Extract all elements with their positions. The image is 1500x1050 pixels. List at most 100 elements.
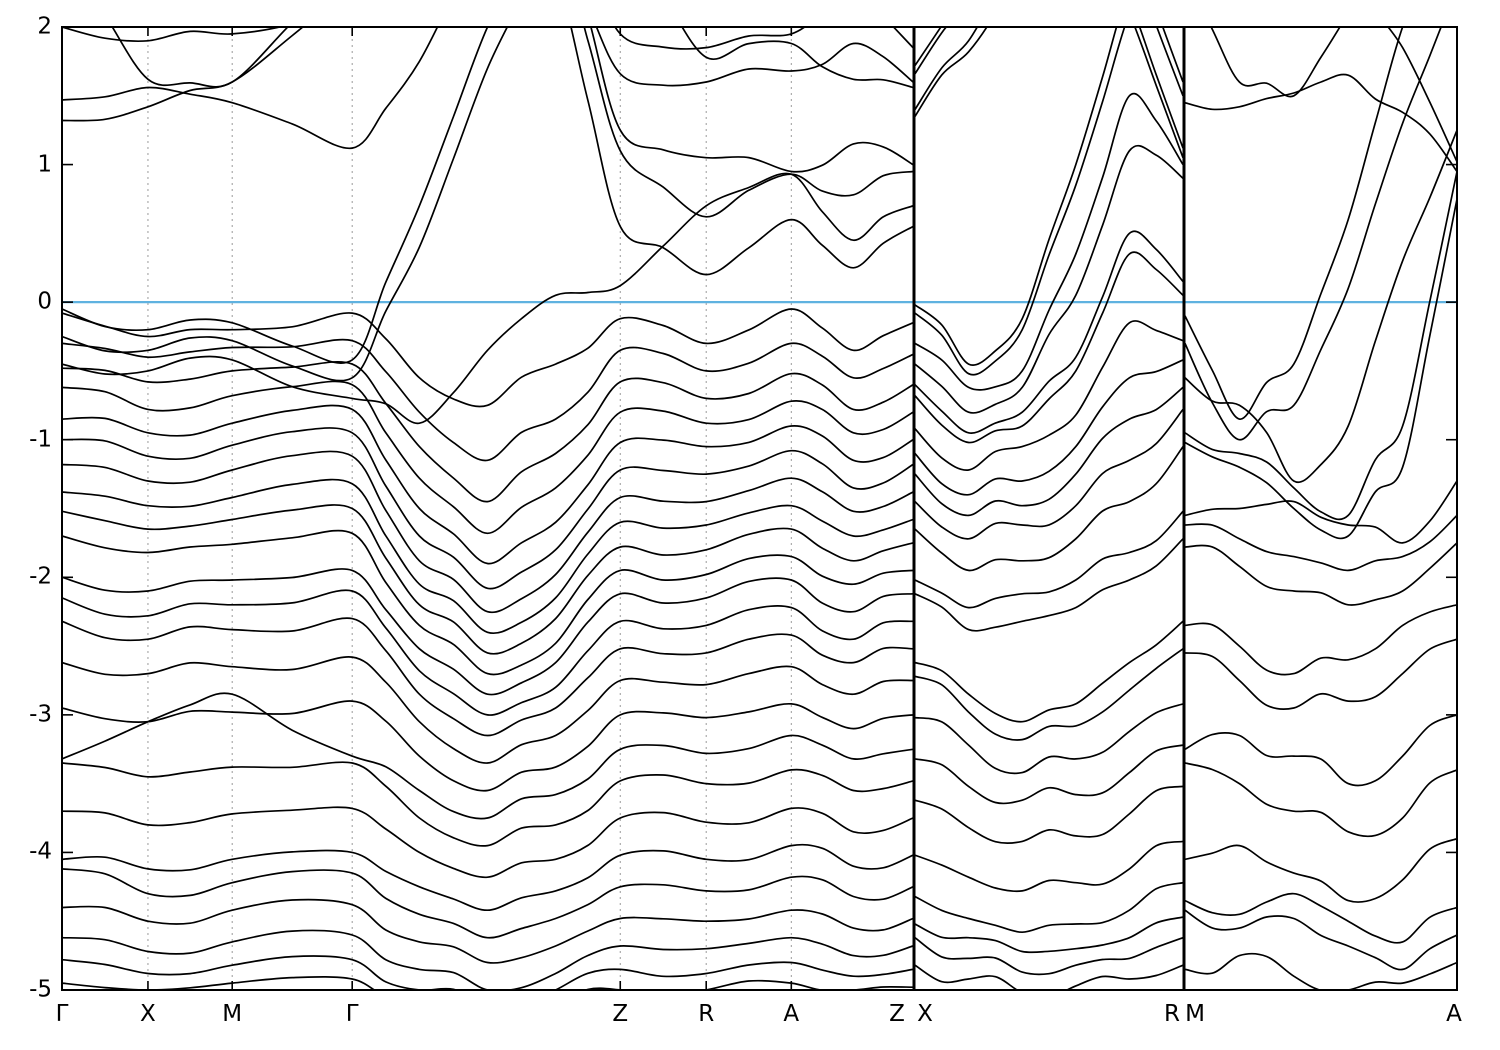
band-line — [62, 568, 913, 696]
band-line — [915, 408, 1183, 540]
band-line — [1185, 837, 1457, 903]
band-line — [62, 27, 913, 276]
band-line — [62, 427, 913, 590]
y-tick-label: -1 — [29, 426, 52, 453]
plot-border — [61, 26, 1458, 991]
x-tick-label-A: A — [1446, 1001, 1462, 1027]
x-tick-label-A: A — [783, 1001, 800, 1027]
band-line — [62, 504, 913, 655]
band-line — [915, 251, 1183, 444]
band-line — [62, 692, 913, 820]
band-line — [111, 27, 913, 88]
bands-panel-x-r — [915, 27, 1183, 990]
band-line — [62, 955, 913, 990]
x-tick-label-R: R — [1164, 1001, 1180, 1027]
x-tick-label-R: R — [698, 1001, 715, 1027]
band-line — [62, 700, 913, 792]
x-tick-label-M: M — [222, 1001, 243, 1027]
band-line — [1185, 952, 1457, 990]
band-line — [62, 380, 913, 535]
band-line — [1185, 171, 1457, 521]
band-line — [915, 538, 1183, 632]
band-line — [1185, 909, 1457, 971]
band-line — [62, 338, 913, 462]
bands-panel-m-a — [1185, 27, 1457, 990]
band-line — [62, 617, 913, 737]
x-tick-label-Z: Z — [612, 1001, 629, 1027]
band-line — [915, 744, 1183, 805]
band-line — [1185, 27, 1404, 420]
x-tick-label-Γ: Γ — [345, 1001, 359, 1027]
x-tick-label-Γ: Γ — [55, 1001, 69, 1027]
band-line — [915, 840, 1183, 893]
band-line — [62, 843, 913, 912]
band-line — [915, 510, 1183, 609]
y-tick-label: -2 — [29, 563, 52, 590]
band-line — [1185, 892, 1457, 944]
band-line — [915, 386, 1183, 517]
band-line — [62, 868, 913, 939]
band-line — [915, 881, 1183, 934]
band-line — [1210, 27, 1341, 98]
band-line — [915, 27, 1126, 376]
y-tick-label: -5 — [29, 976, 52, 1003]
band-line — [62, 172, 913, 425]
band-line — [62, 529, 913, 676]
band-line — [915, 620, 1183, 723]
band-line — [62, 404, 913, 565]
x-tick-label-M: M — [1185, 1001, 1205, 1027]
band-line — [915, 785, 1183, 845]
band-line — [915, 230, 1183, 434]
band-line — [915, 27, 1183, 83]
band-line — [1185, 714, 1457, 787]
y-tick-label: 1 — [37, 151, 52, 178]
band-line — [1185, 638, 1457, 711]
band-line — [915, 703, 1183, 775]
x-tick-label-X: X — [140, 1001, 156, 1027]
band-line — [915, 27, 1183, 149]
x-tick-label-Z: Z — [889, 1001, 905, 1027]
band-line — [1185, 762, 1457, 838]
band-line — [915, 144, 1183, 414]
band-line — [62, 27, 913, 122]
band-line — [915, 446, 1183, 572]
band-line — [1185, 198, 1457, 540]
band-line — [915, 359, 1183, 496]
band-line — [1387, 27, 1457, 163]
y-tick-label: -3 — [29, 701, 52, 728]
y-tick-label: 2 — [37, 13, 52, 40]
band-line — [1185, 480, 1457, 544]
band-line — [1185, 603, 1457, 676]
band-line — [62, 360, 913, 503]
band-line — [62, 975, 913, 990]
band-line — [62, 478, 913, 634]
band-line — [62, 27, 913, 364]
band-line — [1185, 514, 1457, 572]
band-line — [915, 964, 1183, 990]
band-line — [915, 27, 1118, 366]
band-line — [62, 898, 913, 964]
band-line — [62, 308, 913, 408]
band-line — [62, 27, 913, 150]
band-line — [915, 916, 1183, 954]
band-line — [915, 92, 1183, 391]
x-tick-label-X: X — [917, 1001, 933, 1027]
y-tick-label: -4 — [29, 838, 52, 865]
band-line — [915, 648, 1183, 741]
band-line — [62, 589, 913, 716]
band-line — [62, 929, 913, 990]
band-line — [62, 450, 913, 614]
y-tick-label: 0 — [37, 288, 52, 315]
band-line — [1185, 542, 1457, 606]
band-line — [1185, 73, 1457, 172]
band-line — [915, 27, 1183, 158]
bands-panel-gamma-x-m-gamma-z-r-a-z — [62, 27, 913, 990]
band-line — [915, 936, 1183, 976]
band-line — [1185, 27, 1442, 441]
band-line — [62, 27, 913, 382]
band-line — [62, 761, 913, 847]
band-line — [62, 806, 913, 879]
band-line — [62, 656, 913, 764]
